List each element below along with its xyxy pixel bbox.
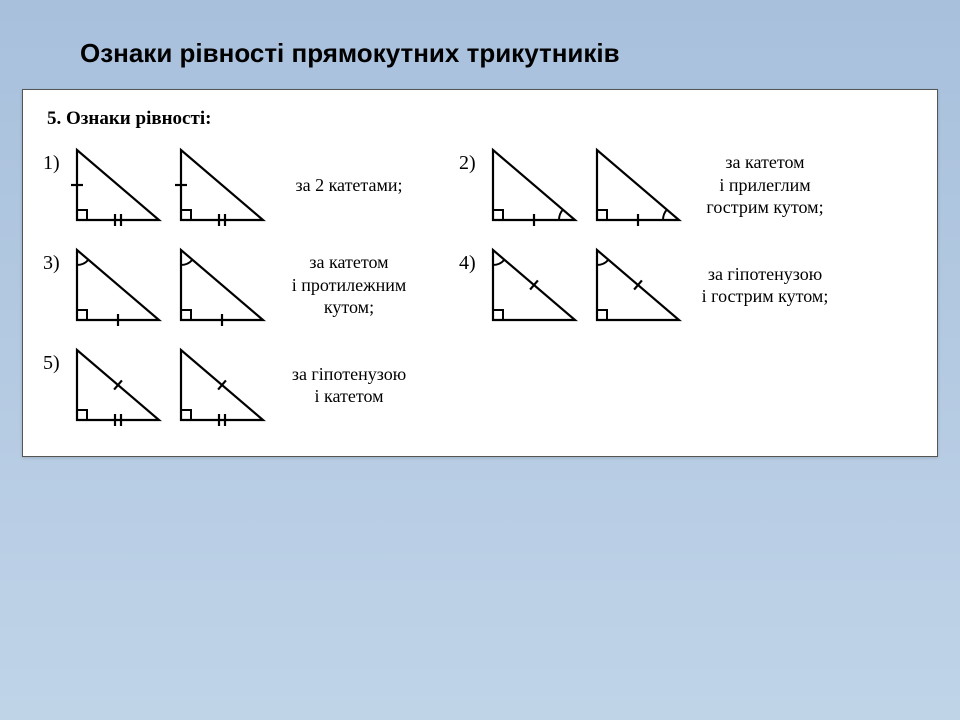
diagram-cell: 2) за катетомі прилеглимгострим кутом; <box>459 144 839 226</box>
diagram-card: 5. Ознаки рівності: 1) за 2 катетами; 2) за… <box>22 89 938 457</box>
triangle-pair <box>487 144 685 226</box>
triangle-pair <box>487 244 685 326</box>
item-number: 2) <box>459 152 481 175</box>
section-heading: 5. Ознаки рівності: <box>47 108 917 130</box>
diagram-row: 1) за 2 катетами; 2) за катетомі прилеглимг… <box>43 144 917 226</box>
item-description: за 2 катетами; <box>275 174 423 197</box>
triangle-pair <box>71 244 269 326</box>
item-description: за гіпотенузоюі катетом <box>275 363 423 408</box>
item-number: 3) <box>43 252 65 275</box>
item-number: 4) <box>459 252 481 275</box>
diagram-cell: 3) за катетомі протилежнимкутом; <box>43 244 423 326</box>
diagram-row: 3) за катетомі протилежнимкутом; 4) за гіпо… <box>43 244 917 326</box>
diagram-cell: 5) за гіпотенузоюі катетом <box>43 344 423 426</box>
item-description: за катетомі протилежнимкутом; <box>275 251 423 319</box>
item-description: за гіпотенузоюі гострим кутом; <box>691 263 839 308</box>
diagram-cell: 1) за 2 катетами; <box>43 144 423 226</box>
diagram-rows: 1) за 2 катетами; 2) за катетомі прилеглимг… <box>43 144 917 426</box>
triangle-pair <box>71 344 269 426</box>
item-description: за катетомі прилеглимгострим кутом; <box>691 151 839 219</box>
diagram-row: 5) за гіпотенузоюі катетом <box>43 344 917 426</box>
diagram-cell: 4) за гіпотенузоюі гострим кутом; <box>459 244 839 326</box>
item-number: 5) <box>43 352 65 375</box>
item-number: 1) <box>43 152 65 175</box>
triangle-pair <box>71 144 269 226</box>
page-title: Ознаки рівності прямокутних трикутників <box>0 0 960 89</box>
